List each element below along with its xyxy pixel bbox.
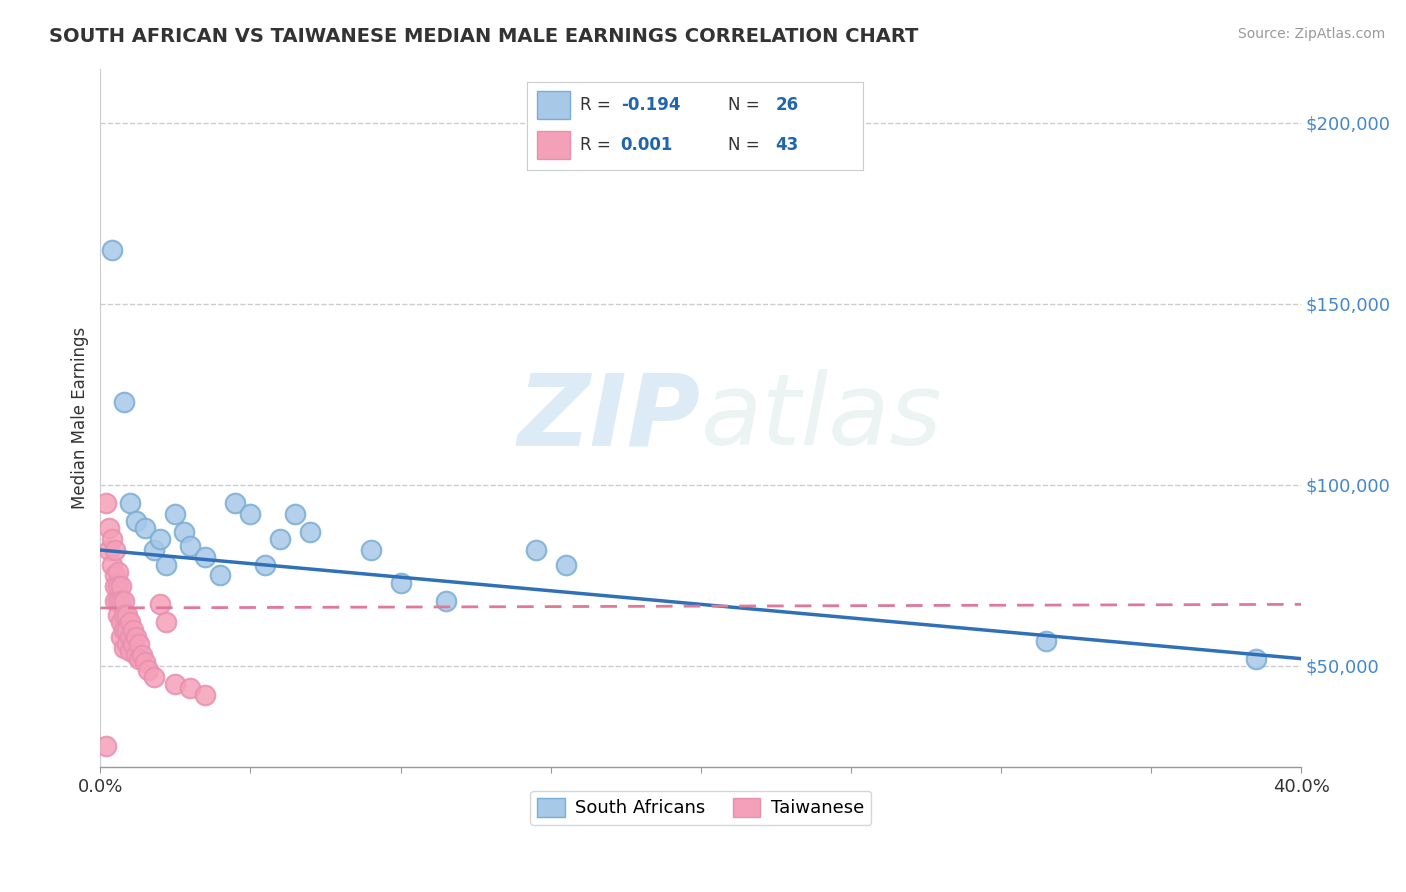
Point xyxy=(125,514,148,528)
Point xyxy=(149,532,172,546)
Point xyxy=(389,575,412,590)
Point xyxy=(125,630,148,644)
Legend: South Africans, Taiwanese: South Africans, Taiwanese xyxy=(530,791,872,824)
Point xyxy=(149,598,172,612)
Point xyxy=(131,648,153,662)
Point xyxy=(112,394,135,409)
Point xyxy=(112,593,135,607)
Point xyxy=(112,640,135,655)
Point xyxy=(110,579,132,593)
Point xyxy=(117,608,139,623)
Point xyxy=(165,677,187,691)
Point xyxy=(98,543,121,558)
Point xyxy=(122,623,145,637)
Point xyxy=(194,550,217,565)
Point xyxy=(112,623,135,637)
Point xyxy=(122,637,145,651)
Point xyxy=(107,608,129,623)
Text: SOUTH AFRICAN VS TAIWANESE MEDIAN MALE EARNINGS CORRELATION CHART: SOUTH AFRICAN VS TAIWANESE MEDIAN MALE E… xyxy=(49,27,918,45)
Point xyxy=(128,637,150,651)
Point xyxy=(143,543,166,558)
Point xyxy=(1035,633,1057,648)
Point xyxy=(360,543,382,558)
Text: ZIP: ZIP xyxy=(517,369,700,467)
Point xyxy=(120,630,142,644)
Point xyxy=(125,648,148,662)
Point xyxy=(1244,651,1267,665)
Point xyxy=(143,670,166,684)
Point xyxy=(120,496,142,510)
Point xyxy=(110,630,132,644)
Point xyxy=(224,496,246,510)
Point xyxy=(209,568,232,582)
Point xyxy=(104,579,127,593)
Point xyxy=(194,688,217,702)
Point xyxy=(101,532,124,546)
Point xyxy=(107,565,129,579)
Point xyxy=(299,524,322,539)
Point xyxy=(107,579,129,593)
Point xyxy=(98,521,121,535)
Point xyxy=(165,507,187,521)
Point xyxy=(107,593,129,607)
Point xyxy=(254,558,277,572)
Text: Source: ZipAtlas.com: Source: ZipAtlas.com xyxy=(1237,27,1385,41)
Point xyxy=(96,739,118,753)
Point xyxy=(120,615,142,630)
Point xyxy=(179,540,201,554)
Point xyxy=(554,558,576,572)
Point xyxy=(104,593,127,607)
Point xyxy=(112,608,135,623)
Point xyxy=(101,243,124,257)
Point xyxy=(284,507,307,521)
Point xyxy=(117,623,139,637)
Point xyxy=(120,644,142,658)
Point xyxy=(269,532,291,546)
Point xyxy=(434,593,457,607)
Point xyxy=(179,681,201,695)
Point xyxy=(128,651,150,665)
Point xyxy=(110,593,132,607)
Point xyxy=(110,615,132,630)
Point xyxy=(173,524,195,539)
Point xyxy=(96,496,118,510)
Text: atlas: atlas xyxy=(700,369,942,467)
Point xyxy=(524,543,547,558)
Point xyxy=(155,558,177,572)
Y-axis label: Median Male Earnings: Median Male Earnings xyxy=(72,326,89,509)
Point xyxy=(101,558,124,572)
Point xyxy=(134,655,156,669)
Point xyxy=(239,507,262,521)
Point xyxy=(104,568,127,582)
Point xyxy=(104,543,127,558)
Point xyxy=(138,663,160,677)
Point xyxy=(134,521,156,535)
Point xyxy=(117,637,139,651)
Point xyxy=(155,615,177,630)
